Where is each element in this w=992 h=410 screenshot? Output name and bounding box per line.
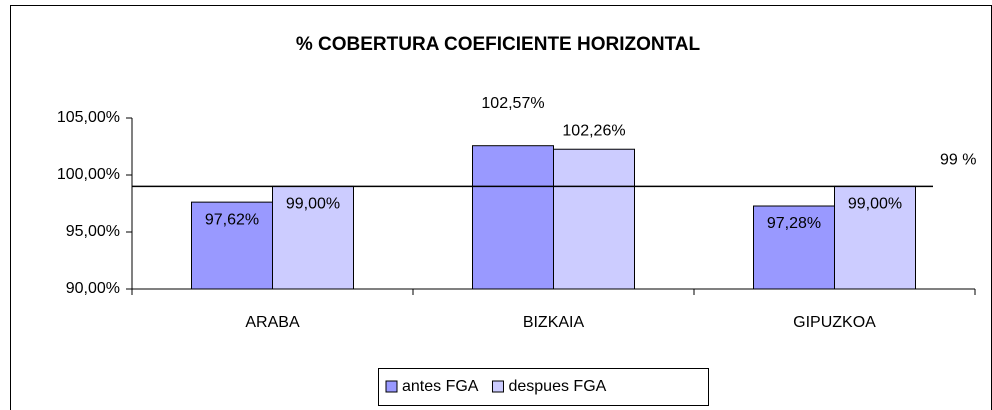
x-tick-label: BIZKAIA bbox=[523, 314, 585, 331]
bar bbox=[553, 148, 635, 290]
reference-label: 99 % bbox=[940, 152, 976, 169]
legend-swatch bbox=[385, 380, 398, 393]
bar bbox=[472, 145, 554, 290]
y-tick-label: 105,00% bbox=[57, 109, 120, 126]
legend-swatch bbox=[491, 380, 504, 393]
data-label: 99,00% bbox=[848, 196, 902, 213]
y-tick-label: 100,00% bbox=[57, 166, 120, 183]
data-label: 102,57% bbox=[481, 95, 544, 112]
y-tick-label: 95,00% bbox=[66, 223, 120, 240]
legend-label: despues FGA bbox=[508, 378, 606, 395]
data-label: 97,62% bbox=[205, 211, 259, 228]
y-tick-label: 90,00% bbox=[66, 280, 120, 297]
x-tick-label: ARABA bbox=[245, 314, 300, 331]
legend-box bbox=[378, 368, 709, 406]
x-tick-label: GIPUZKOA bbox=[793, 314, 876, 331]
legend-label: antes FGA bbox=[402, 378, 479, 395]
data-label: 102,26% bbox=[562, 122, 625, 139]
data-label: 97,28% bbox=[767, 215, 821, 232]
data-label: 99,00% bbox=[286, 196, 340, 213]
chart-title: % COBERTURA COEFICIENTE HORIZONTAL bbox=[296, 34, 701, 55]
